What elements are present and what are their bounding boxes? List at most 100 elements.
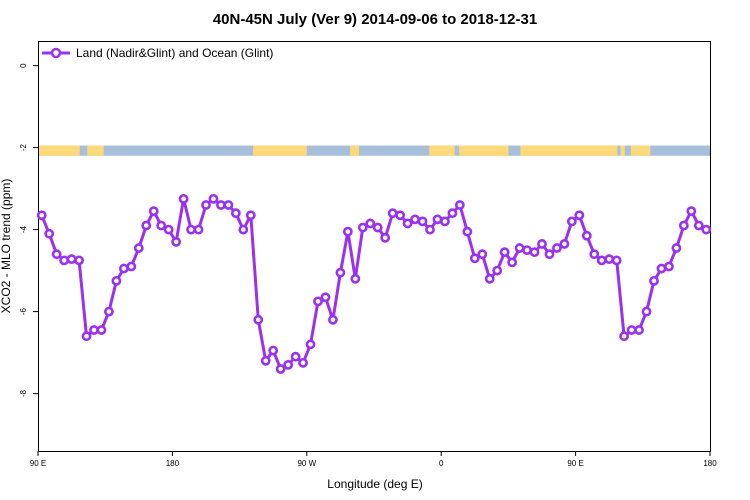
y-tick-label: -2 [19, 143, 28, 151]
data-point [611, 255, 622, 266]
data-point [537, 239, 547, 249]
data-point [104, 306, 114, 317]
y-tick-label: -6 [19, 307, 28, 315]
data-point [223, 200, 234, 210]
data-point [238, 224, 249, 235]
x-tick-label: 180 [703, 459, 717, 468]
legend-marker [50, 47, 62, 59]
y-tick-label: -4 [19, 225, 28, 233]
data-point [492, 265, 503, 276]
data-point [156, 220, 167, 231]
data-point [664, 261, 674, 272]
data-point [118, 263, 129, 274]
land-ocean-band [38, 145, 710, 156]
data-point [596, 255, 607, 266]
data-point [201, 200, 211, 210]
x-tick-label: 90 W [297, 459, 316, 468]
x-axis-label: Longitude (deg E) [327, 477, 422, 491]
data-point [522, 245, 532, 255]
data-point [290, 351, 301, 362]
data-point [335, 267, 346, 278]
data-point [126, 261, 137, 272]
data-point [163, 224, 174, 235]
data-point [678, 220, 689, 231]
data-point [477, 249, 488, 260]
land-segment [38, 145, 80, 156]
data-point [253, 314, 264, 325]
data-point [619, 331, 630, 342]
data-point [410, 214, 420, 225]
data-point [342, 226, 353, 237]
data-point [96, 325, 107, 335]
data-point [74, 255, 84, 266]
data-point [380, 232, 391, 243]
land-segment [253, 145, 307, 156]
data-point [432, 214, 443, 225]
data-point [649, 275, 659, 286]
land-segment [620, 145, 625, 156]
data-point [298, 357, 308, 368]
data-point [559, 239, 570, 249]
x-tick-label: 90 E [567, 459, 583, 468]
series-layer [36, 193, 712, 374]
data-point [656, 263, 667, 274]
data-point [402, 218, 413, 229]
data-point [372, 222, 383, 233]
data-point [574, 210, 585, 221]
data-point [634, 325, 644, 335]
data-point [283, 359, 294, 370]
data-point [44, 228, 55, 239]
data-point [275, 364, 286, 374]
data-point [350, 273, 361, 284]
data-point [245, 210, 256, 221]
data-point [671, 243, 682, 253]
data-point [507, 257, 518, 268]
data-point [36, 210, 47, 221]
legend-label: Land (Nadir&Glint) and Ocean (Glint) [76, 46, 273, 60]
x-tick-label: 180 [166, 459, 180, 468]
land-segment [87, 145, 104, 156]
x-axis: 90 E 180 90 W 0 90 E 180 [30, 451, 717, 468]
data-point [141, 220, 152, 231]
data-point [230, 208, 241, 219]
data-point [499, 247, 510, 258]
data-point [216, 200, 226, 210]
y-axis: 0 -2 -4 -6 -8 [19, 63, 38, 397]
data-point [89, 325, 99, 335]
data-point [604, 254, 615, 265]
data-point [186, 224, 196, 235]
data-point [260, 355, 271, 366]
data-point [320, 292, 331, 303]
data-point [469, 253, 480, 264]
data-point [395, 210, 406, 221]
data-point [544, 249, 555, 260]
data-point [51, 249, 62, 260]
y-tick-label: 0 [19, 63, 28, 68]
land-segment [429, 145, 455, 156]
legend: Land (Nadir&Glint) and Ocean (Glint) [42, 46, 273, 60]
ocean-band [38, 145, 710, 156]
chart-title: 40N-45N July (Ver 9) 2014-09-06 to 2018-… [213, 11, 537, 28]
data-point [387, 208, 398, 219]
data-point [148, 206, 159, 217]
data-point [59, 255, 70, 266]
data-point [686, 206, 697, 217]
data-point [111, 275, 122, 286]
data-point [589, 249, 600, 260]
data-point [417, 216, 428, 227]
data-point [529, 247, 540, 258]
data-point [693, 220, 704, 231]
data-point [81, 331, 92, 342]
data-point [566, 216, 577, 227]
data-point [626, 325, 637, 335]
data-point [171, 236, 182, 247]
y-tick-label: -8 [19, 389, 28, 397]
data-point [514, 243, 525, 253]
data-point [208, 193, 219, 204]
data-point [313, 296, 323, 307]
data-point [425, 224, 435, 235]
data-point [305, 339, 316, 350]
data-point [268, 345, 279, 356]
data-point [357, 222, 368, 233]
